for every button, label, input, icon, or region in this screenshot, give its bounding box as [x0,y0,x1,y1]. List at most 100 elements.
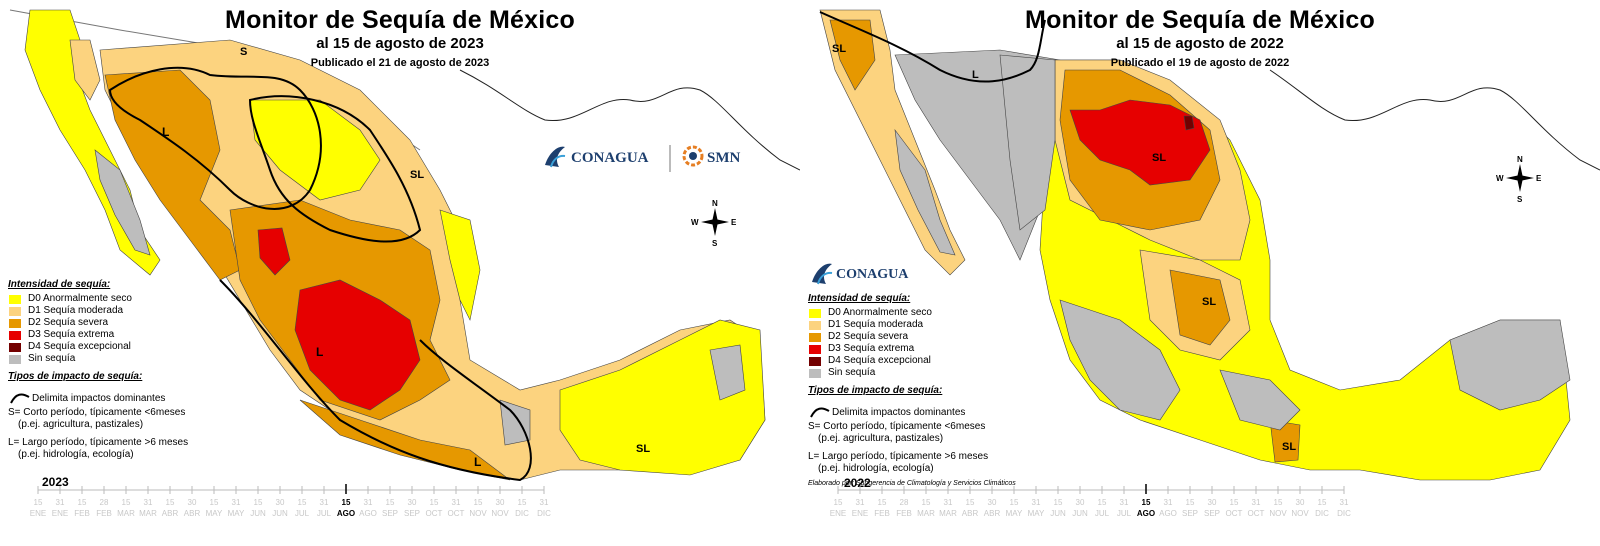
swatch-d0 [8,293,22,305]
compass-rose-icon: N S E W [691,199,737,248]
timeline-month-label: MAY [228,509,245,518]
svg-text:N: N [1517,155,1523,164]
timeline-day-label: 15 [1010,498,1019,507]
timeline-day-label: 30 [1296,498,1305,507]
northeast-d3-region [1069,99,1211,186]
chihuahua-gray-region [999,54,1056,231]
timeline-month-label: ENE [852,509,868,518]
timeline-month-label: OCT [448,509,465,518]
timeline-month-label: DIC [1315,509,1329,518]
map-legend: Intensidad de sequía: D0 Anormalmente se… [8,279,188,461]
timeline-month-label: ENE [30,509,46,518]
swatch-d1 [808,319,822,331]
timeline-day-label: 15 [166,498,175,507]
smn-logo: SMN [682,145,741,167]
timeline-month-label: ENE [830,509,846,518]
impact-heading: Tipos de impacto de sequía: [8,371,143,382]
timeline-day-label: 15 [342,498,351,507]
timeline-month-label: DIC [1337,509,1351,518]
timeline-day-label: 30 [988,498,997,507]
legend-item-none: Sin sequía [808,367,1016,379]
central-d2-region [1169,269,1231,346]
legend-item-d0: D0 Anormalmente seco [808,307,1016,319]
boundary-line-icon [810,407,830,418]
boundary-line-icon [10,393,30,404]
timeline-month-label: SEP [404,509,420,518]
timeline-month-label: OCT [1248,509,1265,518]
region-label: SL [636,443,650,455]
map-date: al 15 de agosto de 2022 [1116,35,1284,52]
svg-text:S: S [1517,195,1523,204]
map-title: Monitor de Sequía de México [1025,6,1375,34]
legend-item-d2: D2 Sequía severa [808,331,1016,343]
baja-gray-region [94,149,151,256]
region-label: SL [1202,296,1216,308]
timeline-month-label: SEP [382,509,398,518]
published-date: Publicado el 19 de agosto de 2022 [1110,57,1290,69]
timeline-month-label: MAR [139,509,157,518]
timeline-month-label: MAR [117,509,135,518]
yucatan-gray-region [709,344,746,401]
timeline-day-label: 15 [386,498,395,507]
timeline-month-label: JUN [272,509,288,518]
timeline-day-label: 31 [452,498,461,507]
timeline-day-label: 30 [1208,498,1217,507]
timeline-day-label: 30 [276,498,285,507]
baja-d1-region [69,39,101,101]
intensity-heading: Intensidad de sequía: [8,279,111,290]
published-date: Publicado el 21 de agosto de 2023 [310,57,490,69]
region-label: S [240,46,247,58]
northeast-d4-region [1183,115,1195,131]
timeline-day-label: 15 [474,498,483,507]
map-title-block: Monitor de Sequía de México al 15 de ago… [1000,6,1400,72]
timeline-month-label: FEB [96,509,112,518]
swatch-none [8,353,22,365]
timeline-month-label: FEB [874,509,890,518]
gulf-d0-region [439,209,481,321]
timeline-month-label: MAY [1006,509,1023,518]
region-label: L [474,455,481,469]
baja-gray-region [894,128,956,256]
legend-item-d3: D3 Sequía extrema [8,329,188,341]
durango-d3-region [257,227,291,276]
conagua-logo: CONAGUA [812,263,909,285]
legend-item-d1: D1 Sequía moderada [8,305,188,317]
timeline-month-label: NOV [469,509,487,518]
swatch-d3 [808,343,822,355]
timeline-month-label: NOV [1269,509,1287,518]
timeline-month-label: AGO [1137,509,1155,518]
timeline-month-label: FEB [74,509,90,518]
timeline-month-label: MAY [206,509,223,518]
legend-item-d4: D4 Sequía excepcional [808,355,1016,367]
timeline-bar: 15 ENE 31 ENE 15 FEB 28 FEB 15 MAR 31 MAR 15 ABR 30 ABR… [30,484,551,518]
timeline-day-label: 31 [1032,498,1041,507]
timeline-month-label: FEB [896,509,912,518]
timeline-day-label: 31 [540,498,549,507]
short-term-legend: S= Corto período, típicamente <6meses (p… [8,407,186,430]
timeline-month-label: AGO [359,509,377,518]
impact-boundary-south [219,279,532,482]
timeline-day-label: 31 [56,498,65,507]
timeline-month-label: NOV [1291,509,1309,518]
timeline-day-label: 15 [1274,498,1283,507]
svg-text:E: E [731,218,737,227]
timeline-day-label: 30 [408,498,417,507]
timeline-day-label: 15 [254,498,263,507]
legend-item-none: Sin sequía [8,353,188,365]
south-d2-region [1269,419,1301,463]
year-label: 2022 [844,476,871,490]
timeline-bar: 15 ENE 31 ENE 15 FEB 28 FEB 15 MAR 31 MAR 15 ABR 30 ABR… [830,484,1351,518]
timeline-month-label: SEP [1204,509,1220,518]
region-label: SL [410,169,424,181]
timeline-day-label: 15 [878,498,887,507]
timeline-day-label: 15 [34,498,43,507]
timeline-month-label: JUN [1072,509,1088,518]
map-date: al 15 de agosto de 2023 [316,35,484,52]
timeline-month-label: DIC [515,509,529,518]
timeline-day-label: 31 [232,498,241,507]
region-label: SL [832,43,846,55]
veracruz-gray-region [499,399,531,446]
timeline-month-label: DIC [537,509,551,518]
timeline-month-label: JUL [1117,509,1132,518]
south-d2-region [299,399,511,481]
